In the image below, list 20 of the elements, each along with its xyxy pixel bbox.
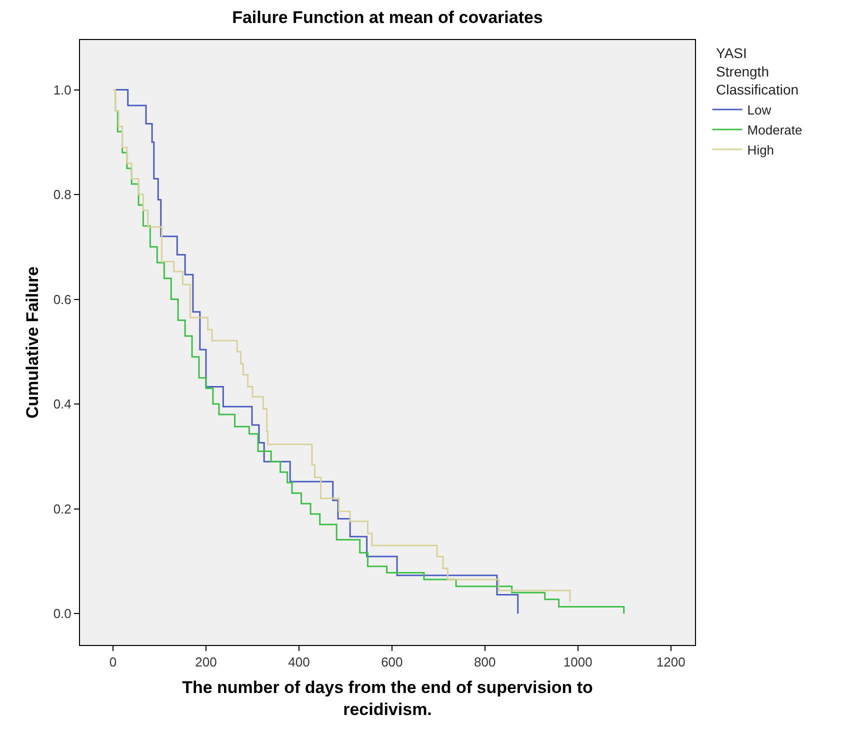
- x-tick-label: 0: [109, 654, 117, 670]
- x-tick-label: 1200: [656, 654, 686, 670]
- y-axis-title: Cumulative Failure: [22, 266, 42, 419]
- legend-label: Low: [747, 102, 772, 118]
- legend-label: Moderate: [747, 122, 802, 138]
- x-axis-title: The number of days from the end of supervision to recidivism.: [182, 678, 593, 720]
- chart-title: Failure Function at mean of covariates: [232, 8, 543, 27]
- x-tick-label: 1000: [563, 654, 592, 670]
- y-tick-label: 0.0: [53, 606, 72, 622]
- y-tick-label: 0.6: [53, 292, 72, 307]
- x-tick-label: 800: [474, 654, 496, 670]
- legend-title: YASI Strength Classification: [716, 45, 799, 98]
- x-tick-label: 600: [381, 654, 403, 670]
- y-tick-label: 0.2: [53, 501, 72, 516]
- y-tick-label: 0.8: [53, 187, 72, 202]
- x-tick-label: 400: [288, 654, 310, 670]
- legend-label: High: [747, 142, 774, 158]
- y-tick-label: 1.0: [53, 82, 72, 98]
- y-tick-label: 0.4: [53, 396, 72, 412]
- x-tick-label: 200: [195, 654, 217, 670]
